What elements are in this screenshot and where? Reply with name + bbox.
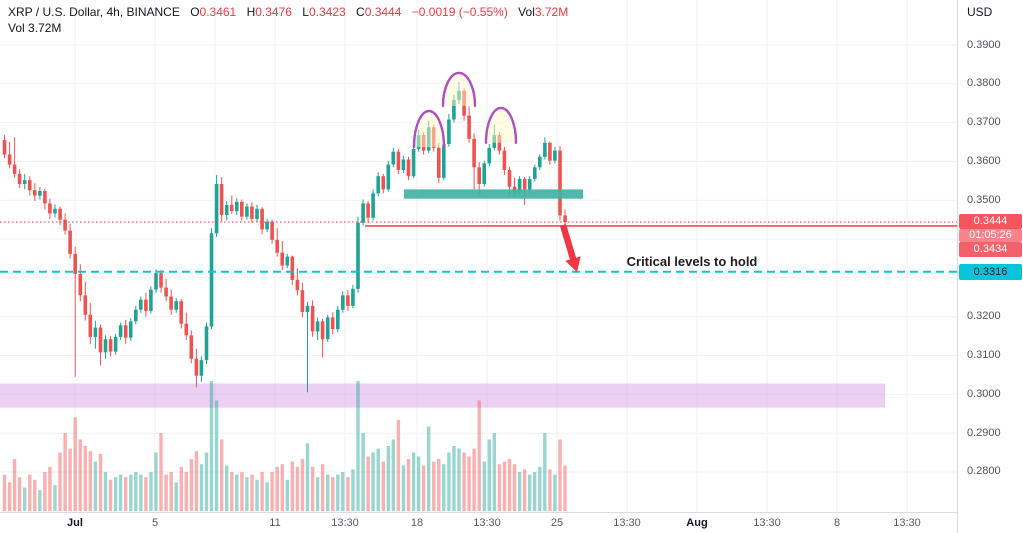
neckline-zone[interactable] [404,189,583,199]
ohlc-high-value: 0.3476 [255,5,292,19]
price-tick: 0.3000 [967,387,1001,400]
time-tick: 8 [833,517,841,529]
volume-legend: Vol 3.72M [8,21,61,35]
time-axis[interactable]: Jul 5 11 13:30 18 13:30 25 13:30 Aug 13:30 8 13:30 [0,512,957,533]
time-tick: 5 [151,517,159,529]
time-tick: Jul [67,517,83,529]
price-axis[interactable]: USD 0.39000.38000.37000.36000.35000.3400… [957,0,1023,533]
time-tick: 13:30 [753,517,781,529]
ohlc-high-label: H [246,5,256,19]
ohlc-close-value: 0.3444 [364,5,402,19]
ohlc-open-value: 0.3461 [199,5,237,19]
volume-value: 3.72M [534,5,569,19]
ohlc-low-label: L [302,5,309,19]
time-tick: 25 [550,517,564,529]
time-tick: 13:30 [473,517,501,529]
last-price-badge: 0.3444 [959,214,1022,229]
support-price-badge: 0.3316 [959,263,1022,280]
time-tick: 13:30 [893,517,921,529]
price-tick: 0.3700 [967,116,1001,129]
price-tick: 0.3900 [967,38,1001,51]
price-tick: 0.2800 [967,465,1001,478]
time-tick: 11 [269,517,281,529]
price-tick: 0.3500 [967,193,1001,206]
price-tick: 0.3600 [967,154,1001,167]
price-tick: 0.3100 [967,349,1001,362]
right-shoulder-arc[interactable] [484,106,518,144]
left-shoulder-arc[interactable] [412,109,446,149]
time-tick: 18 [410,517,424,529]
volume-bars [2,381,567,511]
volume-indicator-label: Vol [8,21,25,35]
volume-indicator-value: 3.72M [28,21,62,35]
price-axis-unit: USD [967,5,993,19]
candles [2,81,567,393]
ohlc-open-label: O [190,5,200,19]
ohlc-low-value: 0.3423 [308,5,346,19]
ohlc-close-label: C [356,5,365,19]
symbol-legend: XRP / U.S. Dollar, 4h, BINANCE O0.3461 H… [8,5,568,19]
symbol-title: XRP / U.S. Dollar, 4h, BINANCE [8,5,180,19]
change-value: −0.0019 (−0.55%) [411,5,508,19]
time-tick: 13:30 [331,517,359,529]
breakdown-arrow[interactable] [559,224,581,272]
price-tick: 0.3200 [967,310,1001,323]
price-tick: 0.3800 [967,77,1001,90]
price-tick: 0.2900 [967,426,1001,439]
annotation-critical-levels-text[interactable]: Critical levels to hold [626,254,758,269]
alert-price-badge: 0.3434 [959,242,1022,257]
time-tick: 13:30 [613,517,641,529]
volume-label: Vol [518,5,535,19]
bar-countdown-badge: 01:05:26 [959,229,1022,242]
head-arc[interactable] [441,71,477,108]
chart-canvas[interactable]: XRP / U.S. Dollar, 4h, BINANCE O0.3461 H… [0,0,957,512]
chart-plot [0,0,957,512]
demand-zone[interactable] [0,383,885,408]
time-tick: Aug [686,517,708,529]
